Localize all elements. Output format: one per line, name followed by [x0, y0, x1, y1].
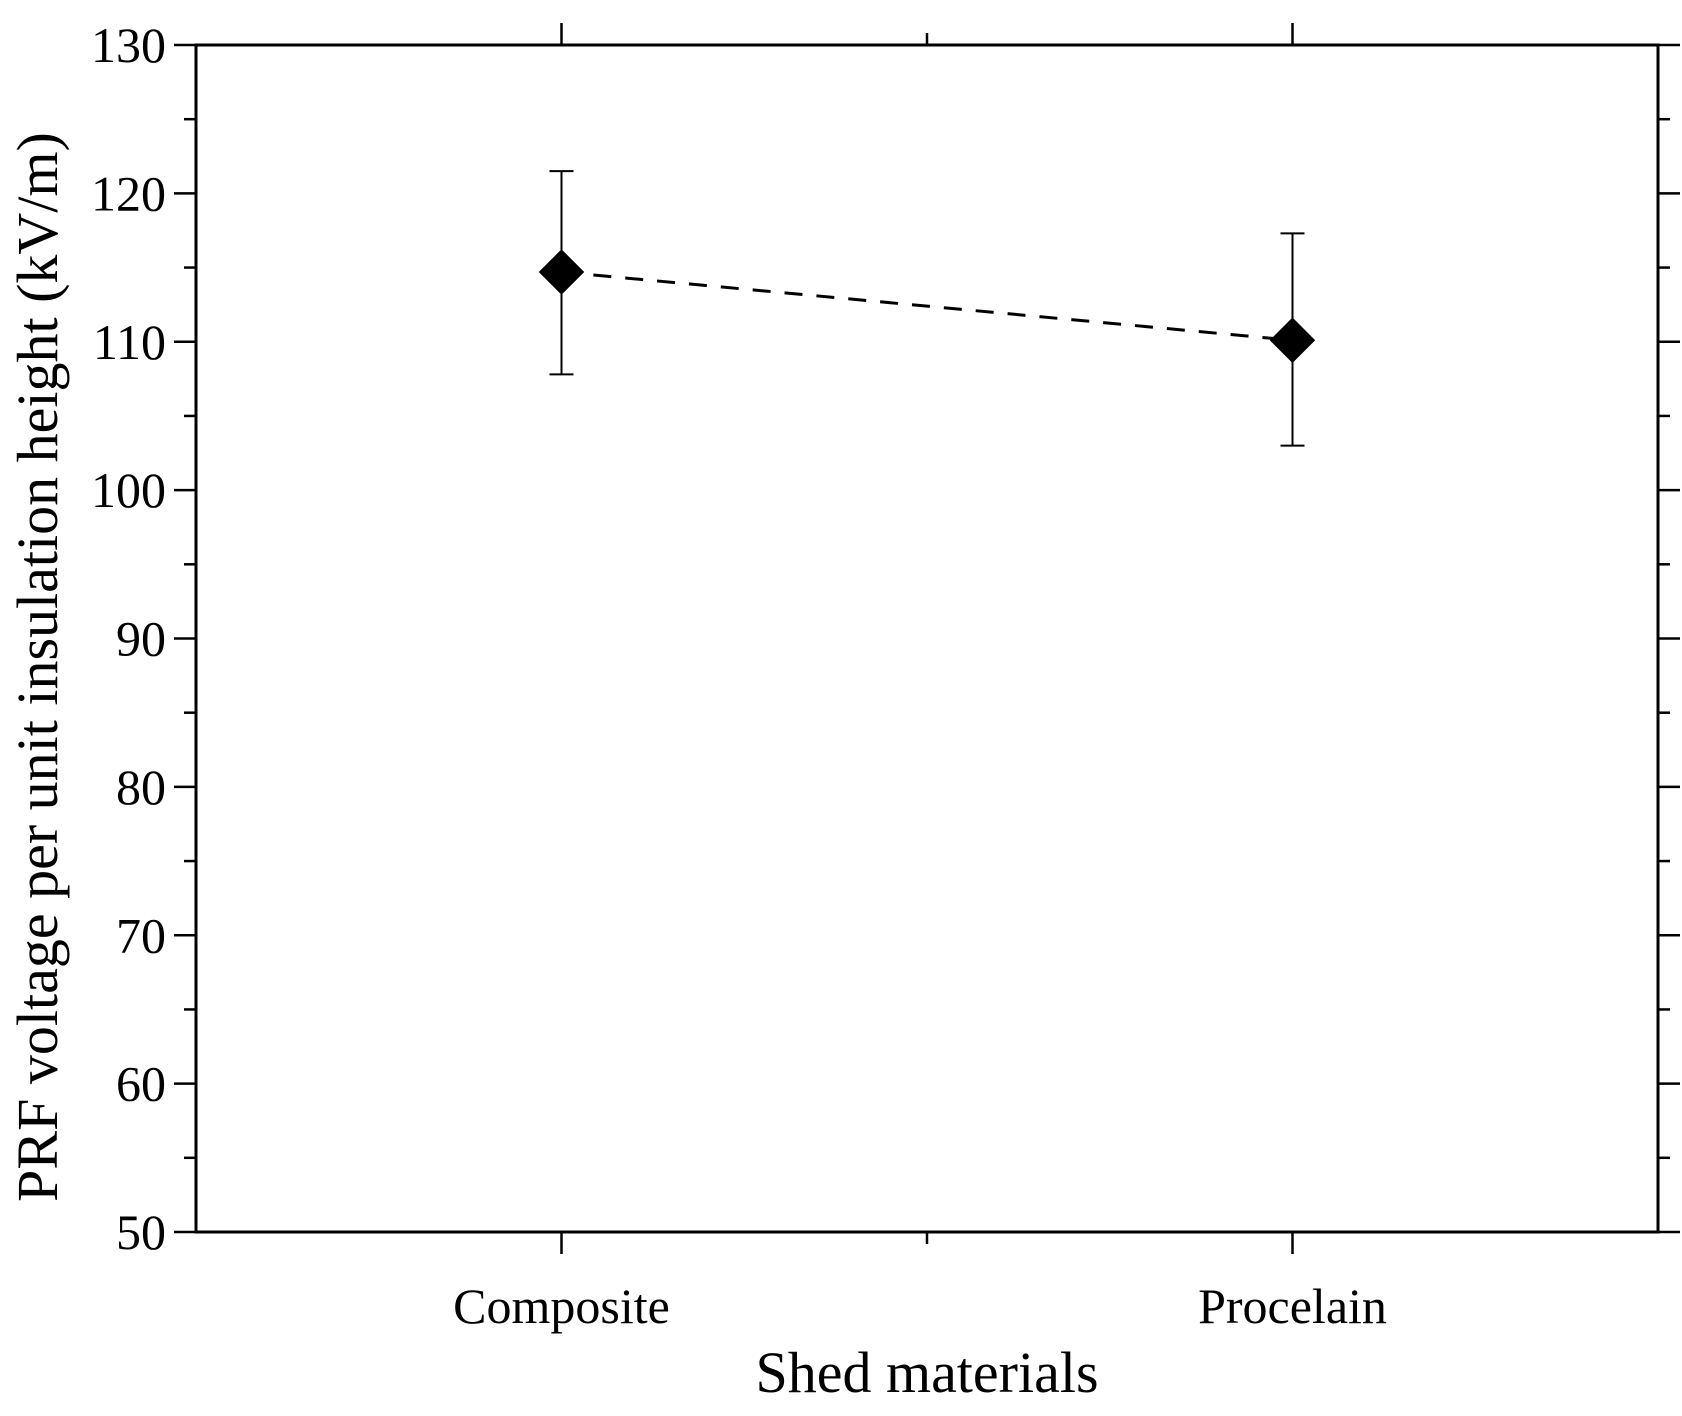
plot-frame	[194, 43, 1660, 1234]
y-tick-label: 60	[116, 1056, 166, 1112]
x-axis-title: Shed materials	[755, 1340, 1098, 1405]
series-layer	[538, 170, 1316, 447]
y-tick-label: 90	[116, 611, 166, 667]
x-tick-label: Composite	[453, 1278, 670, 1334]
data-point-diamond	[1269, 317, 1316, 363]
y-tick-label: 80	[116, 759, 166, 815]
y-tick-label: 50	[116, 1204, 166, 1260]
series-line	[561, 270, 1293, 342]
y-tick-label: 70	[116, 907, 166, 963]
axes: 50 60 70 80 90 100 110 120 130 Composite Procelain	[91, 17, 1680, 1334]
y-tick-label: 110	[93, 314, 166, 370]
y-tick-label: 120	[91, 165, 166, 221]
y-tick-label: 130	[91, 17, 166, 73]
y-axis-title: PRF voltage per unit insulation height (…	[5, 132, 70, 1202]
y-tick-label: 100	[91, 462, 166, 518]
x-tick-label: Procelain	[1198, 1278, 1387, 1334]
data-point-diamond	[538, 249, 585, 295]
